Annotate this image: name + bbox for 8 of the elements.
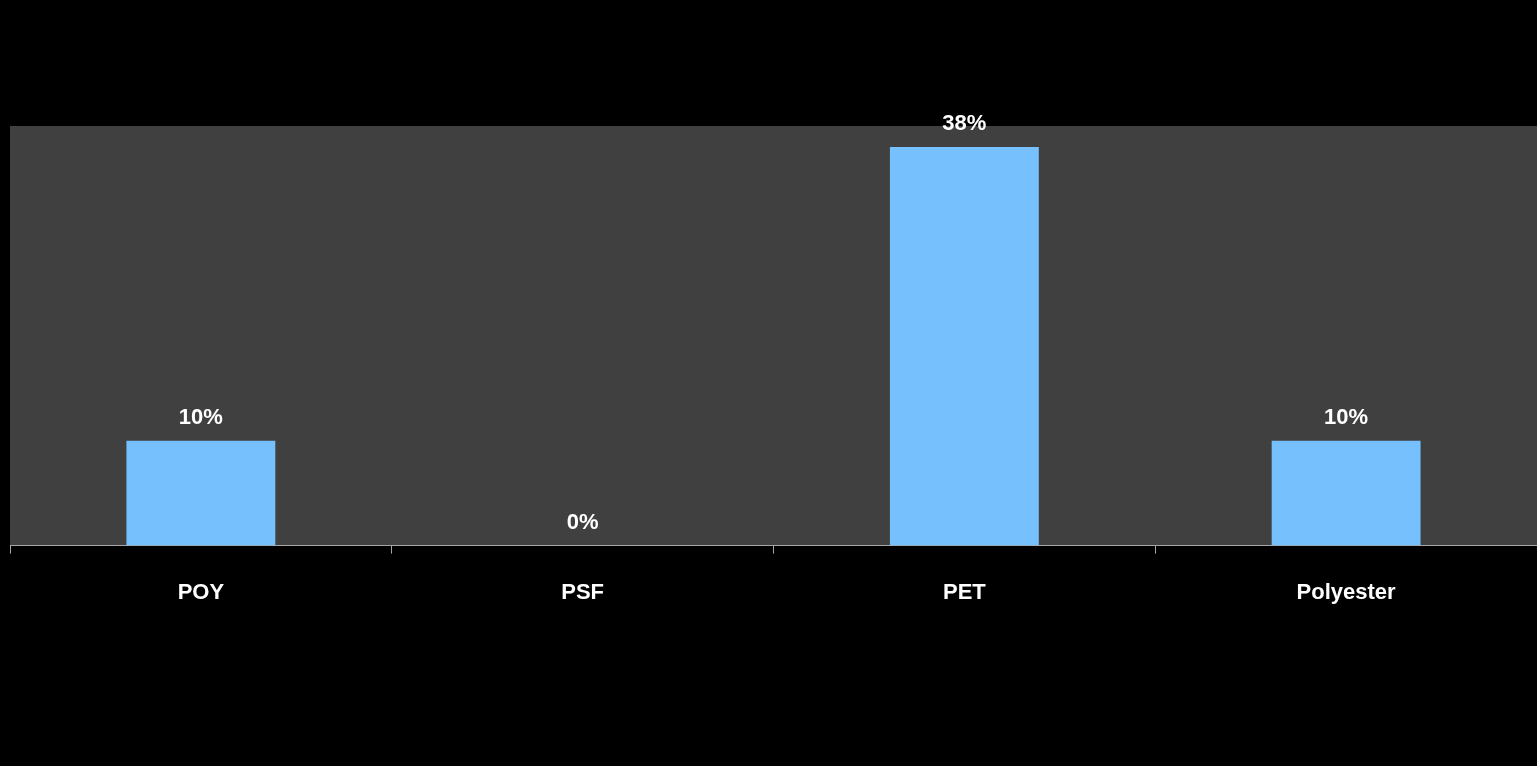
- data-label: 38%: [942, 110, 987, 136]
- data-label: 10%: [1324, 403, 1369, 429]
- data-label: 10%: [178, 403, 223, 429]
- x-tick-label: PSF: [561, 578, 605, 604]
- x-tick-label: PET: [942, 578, 987, 604]
- x-tick-label: POY: [177, 578, 225, 604]
- data-label: 0%: [566, 508, 599, 534]
- x-tick-label: Polyester: [1296, 578, 1397, 604]
